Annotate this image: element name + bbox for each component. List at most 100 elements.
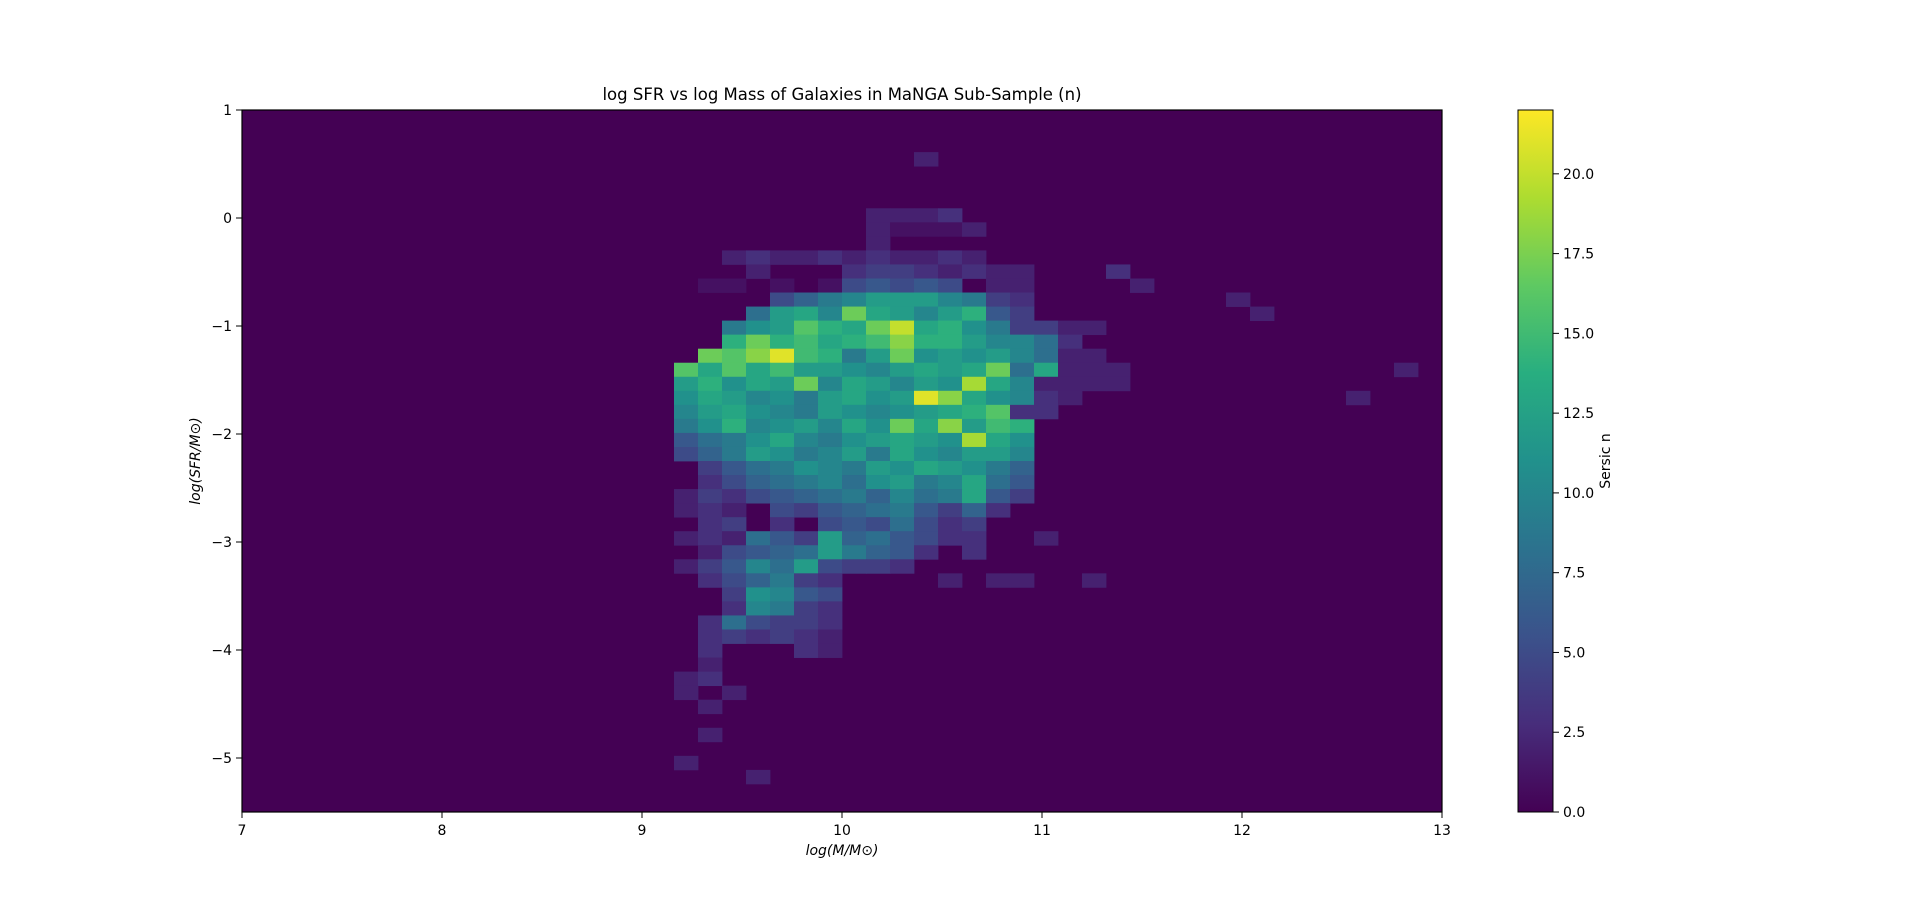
heatmap-cell: [842, 475, 867, 490]
heatmap-cell: [674, 376, 699, 392]
heatmap-cell: [962, 362, 987, 378]
heatmap-cell: [986, 348, 1011, 364]
heatmap-cell: [866, 348, 891, 364]
heatmap-cell: [818, 475, 843, 490]
heatmap-cell: [770, 348, 795, 364]
heatmap-cell: [866, 390, 891, 406]
heatmap-cell: [962, 264, 987, 279]
heatmap-cell: [794, 292, 819, 307]
heatmap-cell: [914, 278, 939, 293]
heatmap-cell: [722, 376, 747, 392]
heatmap-cell: [794, 489, 819, 504]
heatmap-cell: [770, 601, 795, 616]
heatmap-cell: [890, 208, 915, 223]
heatmap-cell: [866, 222, 891, 237]
heatmap-cell: [794, 531, 819, 546]
heatmap-cell: [914, 545, 939, 560]
heatmap-cell: [842, 559, 867, 574]
x-tick-label: 8: [438, 823, 447, 839]
heatmap-cell: [794, 418, 819, 434]
heatmap-cell: [914, 517, 939, 532]
heatmap-cell: [866, 278, 891, 293]
heatmap-cell: [770, 545, 795, 560]
heatmap-cell: [722, 461, 747, 476]
heatmap-cell: [842, 306, 867, 321]
heatmap-cell: [818, 489, 843, 504]
heatmap-cell: [770, 489, 795, 504]
heatmap-cell: [938, 531, 963, 546]
heatmap-cell: [842, 418, 867, 434]
heatmap-cell: [914, 334, 939, 350]
heatmap-cell: [698, 699, 723, 715]
heatmap-cell: [698, 615, 723, 630]
x-axis: 7 8 9 10 11 12 13: [238, 812, 1451, 839]
heatmap-cell: [722, 348, 747, 364]
heatmap-cell: [794, 615, 819, 630]
heatmap-cell: [722, 601, 747, 616]
heatmap-cell: [746, 475, 771, 490]
heatmap-cell: [770, 278, 795, 293]
heatmap-cell: [746, 769, 771, 785]
x-axis-label: log(M/M⊙): [806, 843, 879, 859]
heatmap-cell: [746, 250, 771, 265]
heatmap-cell: [842, 334, 867, 350]
heatmap-cell: [698, 657, 723, 672]
heatmap-cell: [746, 601, 771, 616]
heatmap-cell: [794, 390, 819, 406]
colorbar-ticks: 0.0 2.5 5.0 7.5 10.0 12.5 15.0 17.5 20.0: [1553, 167, 1594, 821]
heatmap-cell: [962, 545, 987, 560]
heatmap-cell: [794, 376, 819, 392]
heatmap-cell: [866, 208, 891, 223]
heatmap-cell: [746, 489, 771, 504]
heatmap-cell: [986, 404, 1011, 420]
heatmap-cell: [962, 531, 987, 546]
heatmap-cell: [1010, 264, 1035, 279]
heatmap-cell: [962, 461, 987, 476]
heatmap-cell: [770, 362, 795, 378]
x-tick-label: 11: [1033, 823, 1051, 839]
heatmap-cell: [818, 531, 843, 546]
heatmap-cell: [890, 264, 915, 279]
heatmap-cell: [746, 390, 771, 406]
colorbar-tick-label: 2.5: [1563, 725, 1585, 741]
heatmap-cell: [794, 475, 819, 490]
heatmap-cell: [914, 390, 939, 406]
x-tick-label: 10: [833, 823, 851, 839]
heatmap-cell: [794, 250, 819, 265]
heatmap-cell: [698, 559, 723, 574]
heatmap-cell: [938, 475, 963, 490]
heatmap-cell: [818, 250, 843, 265]
heatmap-cell: [890, 559, 915, 574]
heatmap-cell: [938, 362, 963, 378]
heatmap-cell: [866, 559, 891, 574]
heatmap-cell: [890, 348, 915, 364]
heatmap-cell: [746, 432, 771, 448]
heatmap-cell: [770, 517, 795, 532]
heatmap-cell: [866, 292, 891, 307]
chart-title: log SFR vs log Mass of Galaxies in MaNGA…: [602, 85, 1081, 104]
x-tick-label: 13: [1433, 823, 1451, 839]
heatmap-cell: [1082, 573, 1107, 588]
heatmap-cell: [746, 376, 771, 392]
heatmap-cell: [794, 461, 819, 476]
heatmap-cell: [1034, 362, 1059, 378]
heatmap-cell: [1034, 390, 1059, 406]
heatmap-cell: [698, 418, 723, 434]
heatmap-cell: [746, 531, 771, 546]
heatmap-cell: [698, 573, 723, 588]
heatmap-cell: [938, 334, 963, 350]
heatmap-cell: [1010, 362, 1035, 378]
heatmap-cell: [770, 615, 795, 630]
heatmap-cell: [866, 334, 891, 350]
heatmap-cell: [1034, 348, 1059, 364]
heatmap-cell: [1082, 348, 1107, 364]
y-tick-label: −5: [211, 751, 232, 767]
heatmap-cells: [674, 152, 1419, 785]
heatmap-cell: [914, 475, 939, 490]
heatmap-cell: [962, 489, 987, 504]
heatmap-cell: [770, 390, 795, 406]
heatmap-cell: [866, 376, 891, 392]
heatmap-cell: [722, 418, 747, 434]
heatmap-cell: [938, 264, 963, 279]
heatmap-cell: [962, 376, 987, 392]
